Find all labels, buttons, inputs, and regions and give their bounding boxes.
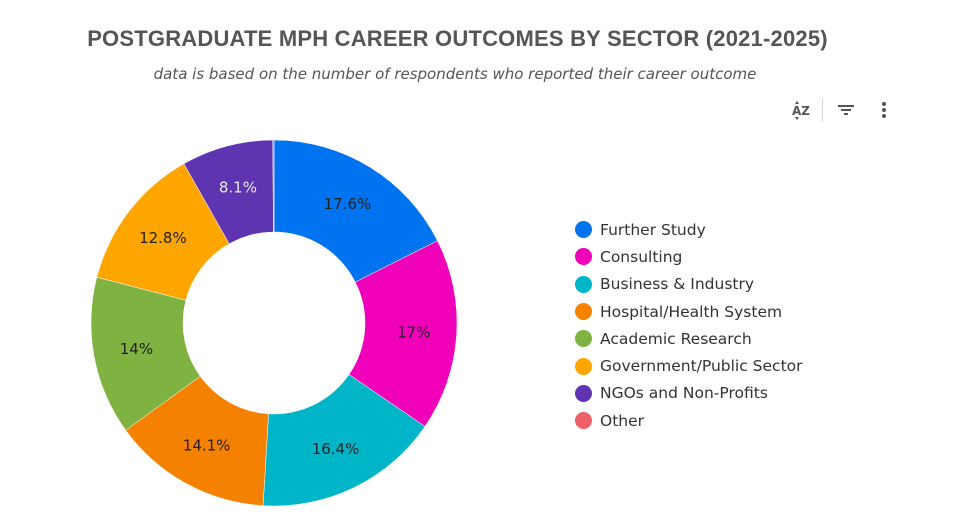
legend-marker-icon	[575, 357, 592, 375]
data-label: 17.6%	[324, 195, 372, 213]
legend-item[interactable]: Further Study	[575, 216, 803, 243]
legend-marker-icon	[575, 303, 592, 321]
legend-item[interactable]: Other	[575, 407, 803, 434]
chart-toolbar: AZ	[788, 96, 897, 124]
legend-item[interactable]: NGOs and Non-Profits	[575, 380, 803, 407]
legend-label: Consulting	[600, 247, 683, 266]
data-label: 17%	[397, 323, 430, 341]
slice-other[interactable]	[272, 139, 275, 233]
data-label: 12.8%	[139, 229, 187, 247]
legend-item[interactable]: Government/Public Sector	[575, 352, 803, 379]
legend-label: Government/Public Sector	[600, 357, 803, 376]
legend-label: Hospital/Health System	[600, 302, 783, 321]
legend-item[interactable]: Hospital/Health System	[575, 298, 803, 325]
toolbar-divider	[822, 98, 823, 122]
donut-chart: 17.6% 17% 16.4% 14.1% 14% 12.8% 8.1%	[90, 139, 458, 507]
data-label: 14%	[120, 340, 153, 358]
chart-title: POSTGRADUATE MPH CAREER OUTCOMES BY SECT…	[87, 26, 828, 51]
legend-label: Further Study	[600, 220, 706, 239]
chart-subtitle: data is based on the number of responden…	[153, 65, 757, 83]
data-label: 16.4%	[312, 440, 360, 458]
data-label: 14.1%	[183, 437, 231, 455]
legend-marker-icon	[575, 275, 592, 293]
slice-consulting[interactable]	[348, 240, 458, 427]
more-options-button[interactable]	[871, 97, 897, 123]
legend-item[interactable]: Business & Industry	[575, 271, 803, 298]
legend-marker-icon	[575, 330, 592, 348]
legend-label: Academic Research	[600, 329, 752, 348]
legend-label: Business & Industry	[600, 275, 755, 294]
legend-marker-icon	[575, 221, 592, 239]
legend-item[interactable]: Academic Research	[575, 325, 803, 352]
sort-az-icon: AZ	[792, 101, 810, 120]
sort-button[interactable]: AZ	[788, 97, 814, 123]
slice-business-industry[interactable]	[262, 374, 426, 507]
slice-further-study[interactable]	[273, 139, 438, 283]
legend-label: NGOs and Non-Profits	[600, 384, 768, 403]
more-vert-icon	[882, 102, 886, 118]
filter-button[interactable]	[833, 97, 859, 123]
legend-item[interactable]: Consulting	[575, 243, 803, 270]
data-label: 8.1%	[219, 179, 257, 197]
chart-legend: Further Study Consulting Business & Indust…	[575, 216, 803, 434]
legend-marker-icon	[575, 248, 592, 266]
legend-label: Other	[600, 411, 645, 430]
sort-az-text: AZ	[792, 104, 810, 118]
legend-marker-icon	[575, 384, 592, 402]
legend-marker-icon	[575, 412, 592, 430]
filter-icon	[838, 105, 854, 115]
